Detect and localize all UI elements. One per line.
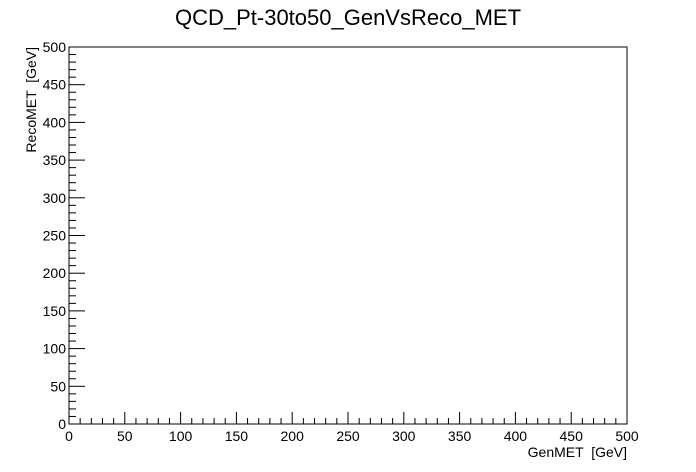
y-tick-label: 300 [43,190,67,206]
y-axis-ticks [69,46,85,425]
x-axis-tick-labels: 0 50 100 150 200 250 300 350 400 450 500 [65,428,639,444]
x-tick-label: 200 [281,428,305,444]
x-tick-label: 400 [504,428,528,444]
y-tick-label: 450 [43,77,67,93]
y-tick-label: 100 [43,341,67,357]
plot-frame [68,46,628,425]
y-tick-label: 400 [43,114,67,130]
x-tick-label: 350 [448,428,472,444]
chart-title: QCD_Pt-30to50_GenVsReco_MET [175,5,521,30]
x-tick-label: 150 [225,428,249,444]
x-axis-ticks [68,412,628,424]
x-tick-label: 450 [560,428,584,444]
x-tick-label: 300 [392,428,416,444]
x-tick-label: 500 [615,428,639,444]
y-axis-tick-labels: 0 50 100 150 200 250 300 350 400 450 500 [43,39,67,432]
x-tick-label: 50 [117,428,133,444]
y-tick-label: 350 [43,152,67,168]
y-tick-label: 0 [58,416,66,432]
x-tick-label: 100 [169,428,193,444]
y-axis-label: RecoMET [GeV] [23,47,39,153]
y-tick-label: 50 [50,378,66,394]
x-tick-label: 0 [65,428,73,444]
y-tick-label: 250 [43,228,67,244]
y-tick-label: 150 [43,303,67,319]
y-tick-label: 200 [43,265,67,281]
x-axis-label: GenMET [GeV] [528,444,627,460]
y-tick-label: 500 [43,39,67,55]
x-tick-label: 250 [336,428,360,444]
